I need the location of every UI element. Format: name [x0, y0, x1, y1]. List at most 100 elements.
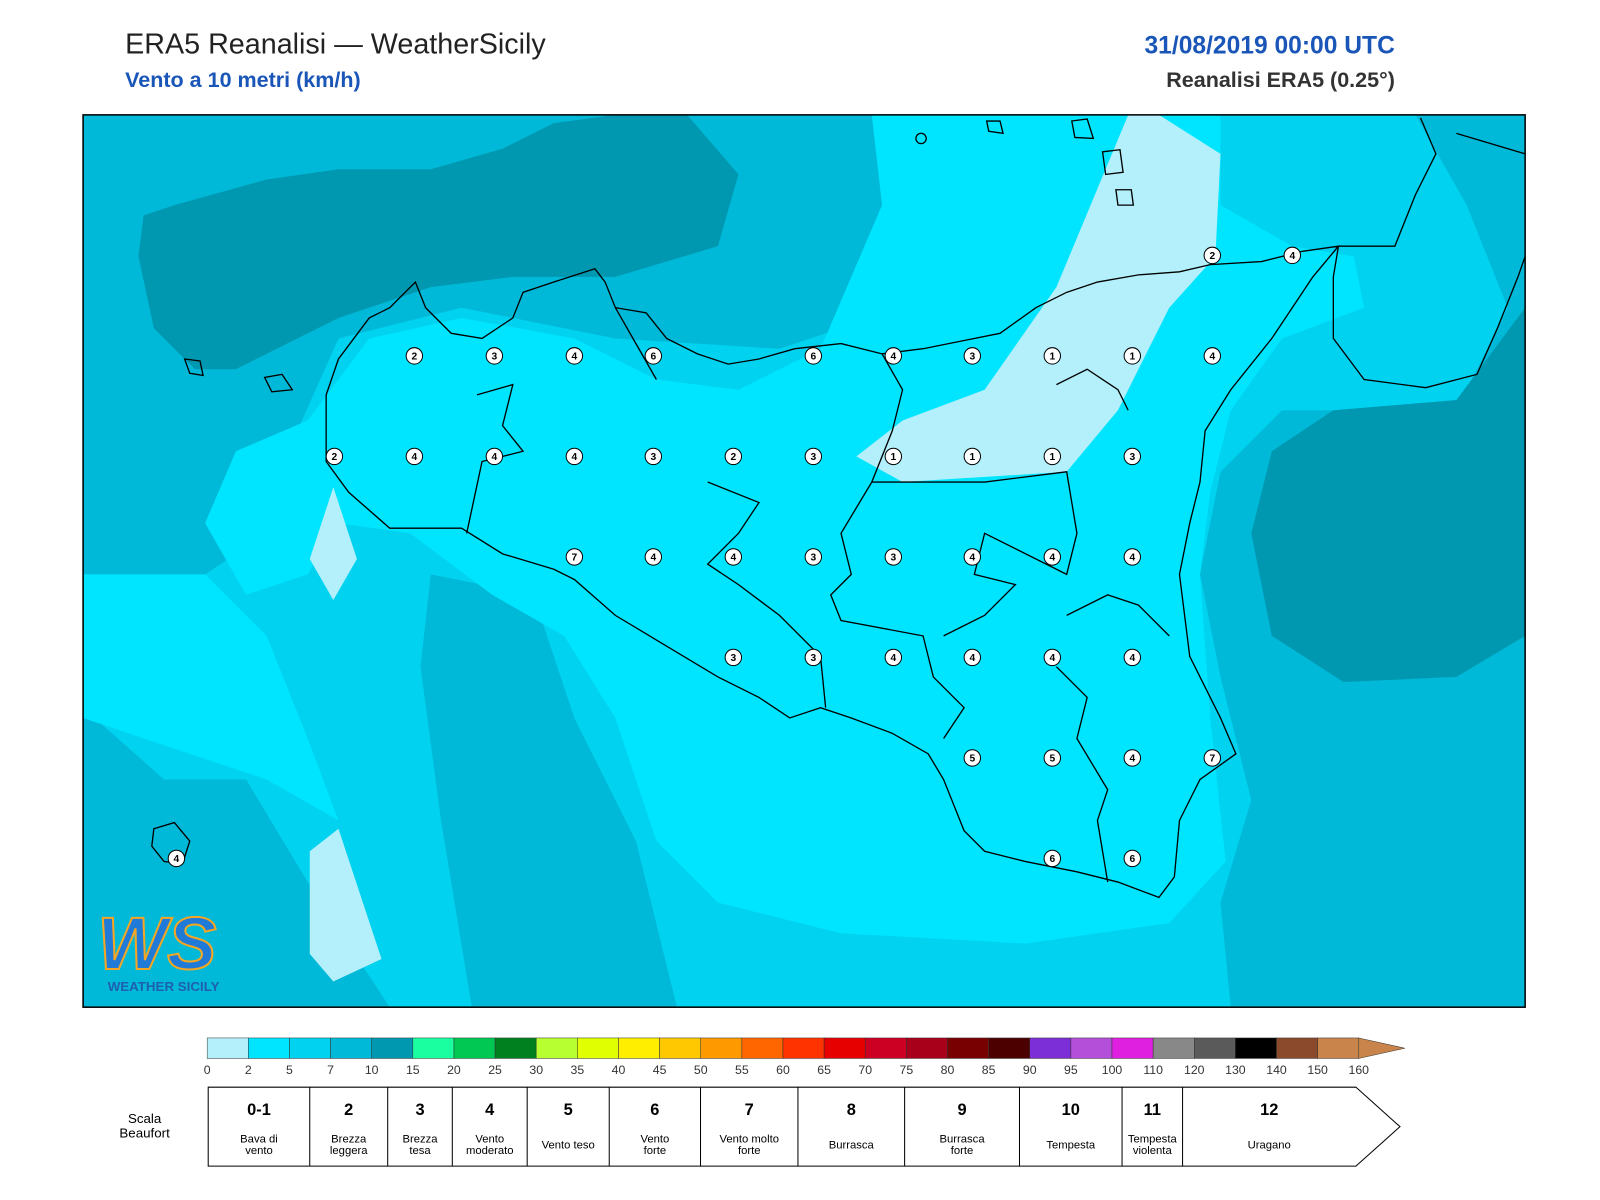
station — [1283, 246, 1302, 265]
wind-value: 5 — [969, 754, 975, 765]
beaufort-force: 2 — [344, 1101, 353, 1119]
wind-value: 2 — [1209, 251, 1215, 262]
color-box — [782, 1037, 825, 1059]
station — [963, 447, 982, 466]
colorbar-tick-label: 100 — [1102, 1063, 1123, 1077]
station — [565, 347, 584, 365]
color-box — [1111, 1037, 1154, 1059]
wind-value: 1 — [1049, 452, 1055, 463]
colorbar-tick-label: 130 — [1225, 1063, 1246, 1077]
colorbar-tick-label: 80 — [941, 1063, 955, 1077]
colorbar-tick-label: 45 — [653, 1063, 667, 1077]
beaufort-description: tesa — [409, 1145, 431, 1157]
colorbar-tick-label: 55 — [735, 1063, 749, 1077]
coastline — [325, 245, 1341, 899]
wind-value: 4 — [1129, 653, 1135, 664]
color-box — [823, 1037, 866, 1059]
station — [1043, 447, 1062, 466]
wind-value: 6 — [650, 351, 656, 362]
color-arrow — [1358, 1037, 1405, 1059]
colorbar-tick-label: 35 — [570, 1063, 584, 1077]
wind-value: 7 — [572, 553, 578, 564]
beaufort-description: Vento molto — [719, 1134, 779, 1146]
contour — [83, 574, 339, 821]
wind-value: 4 — [890, 653, 896, 664]
color-box — [535, 1037, 578, 1059]
colorbar-tick-label: 120 — [1184, 1063, 1205, 1077]
colorbar-tick-label: 75 — [900, 1063, 914, 1077]
wind-value: 3 — [492, 351, 498, 362]
contour — [309, 487, 357, 600]
contour — [309, 828, 382, 982]
station — [644, 447, 663, 466]
map-frame — [82, 114, 1526, 1008]
station — [1123, 749, 1142, 767]
colorbar-tick-label: 50 — [694, 1063, 708, 1077]
colorbar-tick-label: 40 — [612, 1063, 626, 1077]
beaufort-force: 10 — [1062, 1101, 1080, 1119]
color-box — [412, 1037, 455, 1059]
logo-mark: WS — [97, 902, 216, 985]
color-box — [289, 1037, 331, 1059]
color-box — [330, 1037, 372, 1059]
station — [884, 548, 903, 566]
station — [644, 347, 663, 365]
beaufort-frame — [207, 1086, 1401, 1167]
logo: WS WEATHER SICILY — [96, 901, 219, 994]
color-box — [1070, 1037, 1113, 1059]
beaufort-description: Brezza — [402, 1134, 438, 1146]
beaufort-description: Burrasca — [940, 1134, 986, 1146]
beaufort-force: 12 — [1260, 1101, 1278, 1119]
beaufort-force: 6 — [650, 1101, 659, 1119]
coastline — [1332, 117, 1526, 389]
color-box — [1152, 1037, 1195, 1059]
beaufort-description: Burrasca — [829, 1140, 875, 1152]
wind-value: 4 — [1049, 553, 1055, 564]
color-box — [1235, 1037, 1277, 1059]
wind-value: 4 — [650, 553, 656, 564]
beaufort-description: forte — [738, 1145, 761, 1157]
source: Reanalisi ERA5 (0.25°) — [1166, 68, 1395, 92]
colorbar-tick-label: 150 — [1307, 1063, 1328, 1077]
beaufort-description: Tempesta — [1046, 1140, 1096, 1152]
wind-value: 4 — [572, 452, 578, 463]
contour — [420, 574, 677, 1008]
station — [1123, 548, 1142, 566]
wind-value: 1 — [969, 452, 975, 463]
colorbar-tick-label: 95 — [1064, 1063, 1078, 1077]
beaufort-description: violenta — [1133, 1145, 1173, 1157]
station — [1043, 347, 1062, 365]
station — [884, 648, 903, 667]
station — [1203, 246, 1222, 265]
colorbar-tick-label: 7 — [327, 1063, 334, 1077]
wind-value: 1 — [890, 452, 896, 463]
color-box — [947, 1037, 989, 1059]
station — [644, 548, 663, 566]
color-box — [864, 1037, 907, 1059]
wind-value: 2 — [412, 351, 418, 362]
beaufort-description: forte — [951, 1145, 974, 1157]
colorbar-tick-label: 15 — [406, 1063, 420, 1077]
colorbar-tick-label: 20 — [447, 1063, 461, 1077]
beaufort-label: Scala — [128, 1111, 162, 1126]
wind-value: 4 — [412, 452, 418, 463]
beaufort-description: Vento — [475, 1134, 504, 1146]
station — [724, 648, 743, 667]
station — [1043, 749, 1062, 767]
station — [804, 648, 823, 667]
station — [804, 447, 823, 466]
station — [1123, 347, 1142, 365]
border — [466, 307, 1170, 883]
color-box — [741, 1037, 784, 1059]
wind-value: 2 — [730, 452, 736, 463]
datetime: 31/08/2019 00:00 UTC — [1144, 32, 1395, 59]
station — [485, 347, 504, 365]
color-box — [618, 1037, 660, 1059]
color-box — [1029, 1037, 1072, 1059]
wind-value: 3 — [810, 452, 816, 463]
beaufort-description: forte — [644, 1145, 667, 1157]
station — [485, 447, 504, 466]
wind-value: 5 — [1049, 754, 1055, 765]
beaufort-force: 9 — [957, 1101, 966, 1119]
